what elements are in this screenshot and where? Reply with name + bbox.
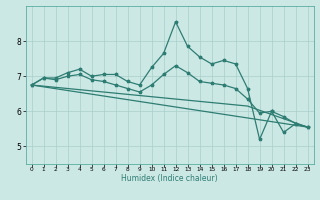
X-axis label: Humidex (Indice chaleur): Humidex (Indice chaleur) bbox=[121, 174, 218, 183]
